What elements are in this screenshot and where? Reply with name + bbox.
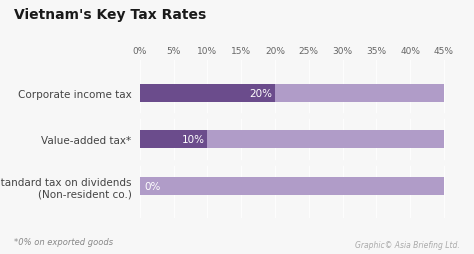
Text: *0% on exported goods: *0% on exported goods xyxy=(14,237,113,246)
Text: Vietnam's Key Tax Rates: Vietnam's Key Tax Rates xyxy=(14,8,207,22)
Text: 20%: 20% xyxy=(249,88,272,98)
Bar xyxy=(140,131,444,149)
Text: 0%: 0% xyxy=(144,181,160,191)
Bar xyxy=(140,177,444,195)
Text: 10%: 10% xyxy=(182,135,205,145)
Text: Graphic© Asia Briefing Ltd.: Graphic© Asia Briefing Ltd. xyxy=(355,240,460,249)
Bar xyxy=(140,131,208,149)
Bar xyxy=(140,85,444,102)
Bar xyxy=(140,85,275,102)
